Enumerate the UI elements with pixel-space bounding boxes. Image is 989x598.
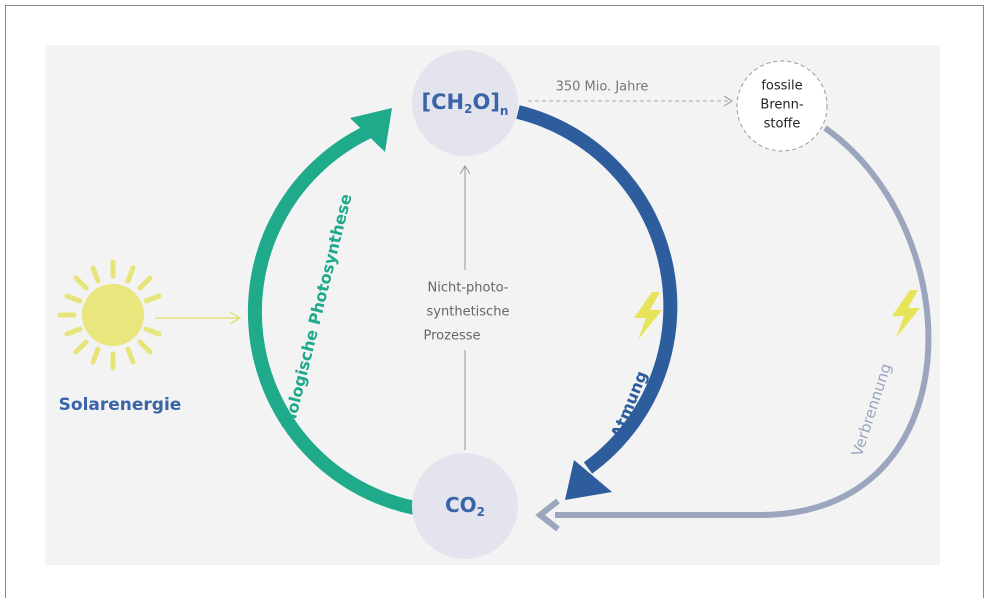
ch2o-label: [CH2O]n [422, 90, 509, 118]
sun [82, 284, 144, 346]
ch2o-part: [CH [422, 90, 465, 114]
photosynthesis-arc [247, 123, 417, 515]
fossil-label: stoffe [764, 117, 801, 132]
respiration-arc [516, 105, 678, 474]
nonphoto-label: Prozesse [424, 329, 481, 344]
energy-bolt [634, 292, 662, 340]
ch2o-sub: n [500, 104, 509, 118]
ch2o-part: O] [472, 90, 499, 114]
nonphoto-label: synthetische [427, 305, 510, 320]
solar-label: Solarenergie [59, 395, 182, 415]
fossil-label: Brenn- [760, 98, 803, 113]
label-bg [410, 270, 520, 350]
co2-node [412, 453, 518, 559]
respiration-arrowhead [565, 460, 612, 500]
fossil-label: fossile [761, 79, 802, 94]
nonphoto-label: Nicht-photo- [428, 281, 509, 296]
photosynthesis-arrowhead [350, 108, 392, 152]
fossil-node [736, 60, 828, 152]
ch2o-node [412, 50, 518, 156]
time-label: 350 Mio. Jahre [556, 80, 649, 95]
combustion-arc [555, 125, 932, 518]
ch2o-sub: 2 [464, 102, 472, 116]
frame [5, 5, 984, 598]
sun-rays [57, 259, 162, 371]
energy-bolt [892, 290, 920, 338]
co2-sub: 2 [477, 505, 485, 519]
co2-part: CO [445, 493, 477, 517]
combustion-arrowhead [535, 498, 560, 532]
co2-label: CO2 [445, 493, 485, 519]
